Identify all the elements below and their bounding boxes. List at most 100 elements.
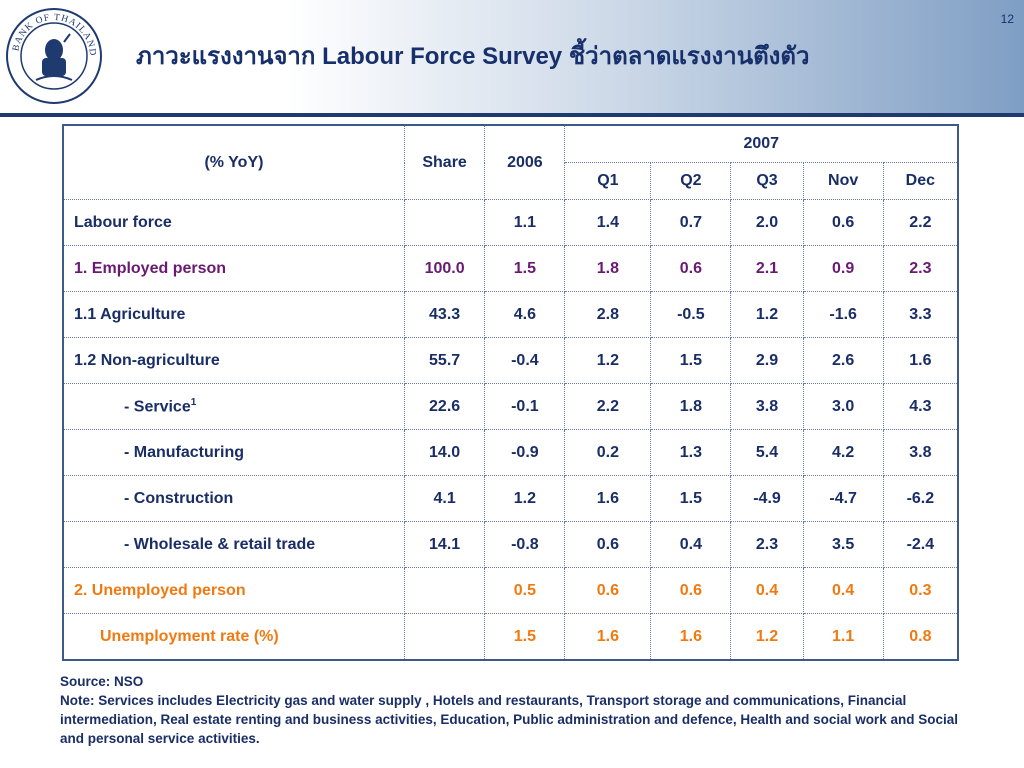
table-row: - Manufacturing 14.0 -0.9 0.2 1.3 5.4 4.… bbox=[62, 429, 959, 476]
table-row: 1.2 Non-agriculture 55.7 -0.4 1.2 1.5 2.… bbox=[62, 337, 959, 384]
cell-q2: 0.6 bbox=[650, 567, 732, 614]
cell-q2: 1.8 bbox=[650, 383, 732, 430]
cell-q3: 2.1 bbox=[730, 245, 804, 292]
footnote-marker: 1 bbox=[190, 396, 197, 408]
cell-nov: 3.0 bbox=[802, 383, 884, 430]
cell-q2: 1.5 bbox=[650, 475, 732, 522]
slide-title: ภาวะแรงงานจาก Labour Force Survey ชี้ว่า… bbox=[136, 43, 810, 70]
cell-2006: 0.5 bbox=[484, 567, 566, 614]
cell-q3: 1.2 bbox=[730, 613, 804, 661]
cell-q1: 1.2 bbox=[564, 337, 652, 384]
cell-q2: 1.5 bbox=[650, 337, 732, 384]
cell-share bbox=[403, 567, 486, 614]
cell-q3: 0.4 bbox=[730, 567, 804, 614]
slide-header bbox=[0, 0, 1024, 113]
header-dec: Dec bbox=[882, 162, 959, 200]
header-rule bbox=[0, 113, 1024, 117]
cell-q3: 5.4 bbox=[730, 429, 804, 476]
cell-q3: -4.9 bbox=[730, 475, 804, 522]
cell-share: 55.7 bbox=[403, 337, 486, 384]
cell-share: 43.3 bbox=[403, 291, 486, 338]
row-label: 1.2 Non-agriculture bbox=[62, 337, 405, 384]
cell-dec: 2.2 bbox=[882, 199, 959, 246]
cell-dec: -2.4 bbox=[882, 521, 959, 568]
row-label: - Wholesale & retail trade bbox=[62, 521, 405, 568]
row-label: 1. Employed person bbox=[62, 245, 405, 292]
cell-q1: 2.8 bbox=[564, 291, 652, 338]
cell-q1: 1.6 bbox=[564, 613, 652, 661]
cell-share: 100.0 bbox=[403, 245, 486, 292]
cell-2006: -0.4 bbox=[484, 337, 566, 384]
row-label-text: - Service bbox=[124, 398, 191, 416]
cell-q2: -0.5 bbox=[650, 291, 732, 338]
cell-2006: 4.6 bbox=[484, 291, 566, 338]
table-row: - Construction 4.1 1.2 1.6 1.5 -4.9 -4.7… bbox=[62, 475, 959, 522]
cell-q3: 1.2 bbox=[730, 291, 804, 338]
row-label: Unemployment rate (%) bbox=[62, 613, 405, 661]
cell-q3: 3.8 bbox=[730, 383, 804, 430]
cell-q2: 1.3 bbox=[650, 429, 732, 476]
cell-2006: 1.5 bbox=[484, 245, 566, 292]
table-row: - Wholesale & retail trade 14.1 -0.8 0.6… bbox=[62, 521, 959, 568]
cell-2006: 1.1 bbox=[484, 199, 566, 246]
header-nov: Nov bbox=[802, 162, 884, 200]
row-label: - Service1 bbox=[62, 383, 405, 430]
cell-q1: 0.6 bbox=[564, 521, 652, 568]
cell-2006: -0.1 bbox=[484, 383, 566, 430]
cell-q3: 2.0 bbox=[730, 199, 804, 246]
cell-q1: 0.2 bbox=[564, 429, 652, 476]
cell-q2: 1.6 bbox=[650, 613, 732, 661]
cell-q2: 0.6 bbox=[650, 245, 732, 292]
cell-nov: -1.6 bbox=[802, 291, 884, 338]
cell-share: 4.1 bbox=[403, 475, 486, 522]
row-label: 1.1 Agriculture bbox=[62, 291, 405, 338]
cell-nov: 0.9 bbox=[802, 245, 884, 292]
cell-nov: 4.2 bbox=[802, 429, 884, 476]
cell-nov: 0.4 bbox=[802, 567, 884, 614]
source-text: Source: NSO bbox=[60, 674, 144, 689]
cell-q1: 1.6 bbox=[564, 475, 652, 522]
row-label: - Construction bbox=[62, 475, 405, 522]
cell-2006: 1.2 bbox=[484, 475, 566, 522]
cell-q1: 2.2 bbox=[564, 383, 652, 430]
cell-2006: 1.5 bbox=[484, 613, 566, 661]
cell-2006: -0.8 bbox=[484, 521, 566, 568]
header-share: Share bbox=[403, 124, 486, 200]
cell-dec: -6.2 bbox=[882, 475, 959, 522]
cell-dec: 4.3 bbox=[882, 383, 959, 430]
cell-dec: 0.3 bbox=[882, 567, 959, 614]
cell-q2: 0.7 bbox=[650, 199, 732, 246]
cell-share bbox=[403, 199, 486, 246]
cell-q1: 1.8 bbox=[564, 245, 652, 292]
cell-q3: 2.3 bbox=[730, 521, 804, 568]
table-row: Labour force 1.1 1.4 0.7 2.0 0.6 2.2 bbox=[62, 199, 959, 246]
header-2007: 2007 bbox=[564, 124, 959, 163]
cell-dec: 2.3 bbox=[882, 245, 959, 292]
labour-force-table: (% YoY) Share 2006 2007 Q1 Q2 Q3 Nov Dec… bbox=[62, 124, 959, 661]
cell-q2: 0.4 bbox=[650, 521, 732, 568]
cell-nov: -4.7 bbox=[802, 475, 884, 522]
cell-nov: 3.5 bbox=[802, 521, 884, 568]
cell-dec: 0.8 bbox=[882, 613, 959, 661]
header-label: (% YoY) bbox=[62, 124, 405, 200]
cell-2006: -0.9 bbox=[484, 429, 566, 476]
table-row: 1.1 Agriculture 43.3 4.6 2.8 -0.5 1.2 -1… bbox=[62, 291, 959, 338]
cell-dec: 3.3 bbox=[882, 291, 959, 338]
cell-q3: 2.9 bbox=[730, 337, 804, 384]
cell-share: 22.6 bbox=[403, 383, 486, 430]
cell-q1: 0.6 bbox=[564, 567, 652, 614]
header-q1: Q1 bbox=[564, 162, 652, 200]
note-text: Note: Services includes Electricity gas … bbox=[60, 693, 958, 746]
footnotes: Source: NSO Note: Services includes Elec… bbox=[60, 672, 960, 748]
table-row: Unemployment rate (%) 1.5 1.6 1.6 1.2 1.… bbox=[62, 613, 959, 661]
header-2006: 2006 bbox=[484, 124, 566, 200]
row-label: Labour force bbox=[62, 199, 405, 246]
header-q3: Q3 bbox=[730, 162, 804, 200]
table-row: 2. Unemployed person 0.5 0.6 0.6 0.4 0.4… bbox=[62, 567, 959, 614]
table-row: - Service1 22.6 -0.1 2.2 1.8 3.8 3.0 4.3 bbox=[62, 383, 959, 430]
cell-nov: 0.6 bbox=[802, 199, 884, 246]
cell-share bbox=[403, 613, 486, 661]
cell-q1: 1.4 bbox=[564, 199, 652, 246]
cell-share: 14.1 bbox=[403, 521, 486, 568]
row-label: - Manufacturing bbox=[62, 429, 405, 476]
